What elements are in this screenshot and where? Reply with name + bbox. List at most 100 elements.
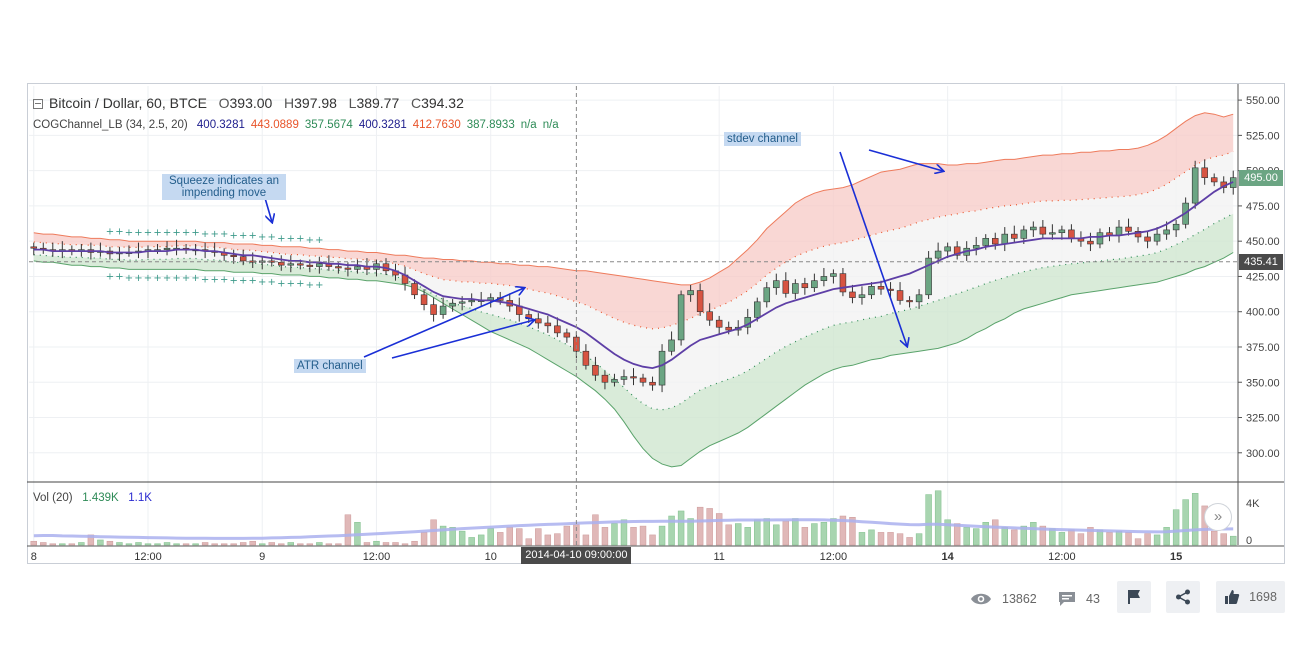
volume-bar: [439, 525, 447, 546]
volume-bar: [906, 537, 913, 546]
comments-stat[interactable]: 43: [1058, 586, 1100, 612]
candle-body: [820, 276, 828, 281]
volume-ma-line: [33, 518, 1234, 540]
price-tick-label: 525.00: [1246, 130, 1280, 142]
volume-bar: [430, 519, 437, 546]
candle-body: [335, 266, 342, 269]
volume-bar: [915, 533, 923, 546]
high-label: H: [284, 95, 295, 111]
report-button[interactable]: [1117, 581, 1151, 613]
indicator-value: 387.8933: [466, 119, 515, 131]
candle-body: [592, 365, 599, 376]
annotation-arrow: [363, 288, 524, 358]
annotation-stdev[interactable]: stdev channel: [724, 132, 801, 146]
share-button[interactable]: [1166, 581, 1200, 613]
volume-bar: [982, 522, 989, 546]
annotation-squeeze[interactable]: Squeeze indicates an impending move: [162, 174, 286, 200]
volume-bar: [1106, 532, 1113, 546]
squeeze-marker: +: [287, 279, 295, 290]
candle-body: [754, 301, 761, 318]
indicator-legend[interactable]: COGChannel_LB (34, 2.5, 20) 400.3281 443.…: [33, 119, 565, 131]
candle-body: [773, 280, 780, 289]
candle-body: [696, 290, 704, 313]
squeeze-marker: +: [315, 280, 323, 291]
volume-bar: [125, 543, 133, 546]
candle-body: [915, 294, 923, 303]
candle-body: [877, 286, 885, 290]
volume-bar: [535, 528, 542, 546]
volume-bar: [744, 527, 751, 546]
likes-count: 1698: [1249, 590, 1277, 604]
candle-body: [982, 238, 989, 246]
close-label: C: [410, 95, 422, 111]
candle-body: [658, 350, 666, 386]
volume-bar: [973, 528, 980, 546]
price-tick-label: 325.00: [1246, 413, 1280, 425]
volume-bar: [287, 542, 294, 546]
candle-body: [430, 304, 437, 315]
candle-body: [344, 267, 352, 270]
eye-icon: [971, 593, 991, 605]
volume-bar: [1058, 532, 1066, 546]
volume-bar: [811, 523, 818, 546]
volume-bar: [78, 542, 85, 546]
like-button[interactable]: 1698: [1216, 581, 1285, 613]
volume-bar: [297, 543, 304, 546]
volume-bar: [1020, 525, 1028, 546]
volume-bar: [49, 543, 57, 546]
price-tick-label: 450.00: [1246, 236, 1280, 248]
candle-body: [934, 250, 942, 259]
annotation-arrow: [391, 320, 534, 359]
volume-bar: [1030, 522, 1037, 546]
candle-body: [287, 263, 295, 266]
candle-body: [687, 290, 694, 296]
volume-bar: [830, 518, 837, 546]
volume-bar: [620, 519, 628, 546]
volume-legend[interactable]: Vol (20) 1.439K 1.1K: [33, 492, 152, 504]
volume-bar: [516, 528, 523, 546]
price-tick-label: 400.00: [1246, 307, 1280, 319]
collapse-icon[interactable]: [33, 99, 43, 109]
volume-bar: [1115, 530, 1123, 546]
candle-body: [582, 350, 590, 366]
squeeze-marker: +: [191, 228, 199, 239]
lower-channel-fill: [33, 213, 1234, 467]
squeeze-marker: +: [229, 276, 237, 287]
time-tick-label: 12:00: [820, 551, 848, 563]
price-tick-label: 475.00: [1246, 201, 1280, 213]
time-tick-label: 8: [31, 551, 37, 563]
squeeze-marker: +: [258, 232, 266, 243]
volume-bar: [1049, 528, 1056, 546]
candle-body: [639, 377, 647, 383]
time-tick-label: 9: [259, 551, 265, 563]
volume-bar: [696, 506, 704, 546]
candle-body: [1030, 226, 1037, 231]
candle-body: [1153, 233, 1161, 242]
scroll-to-realtime-button[interactable]: »: [1204, 503, 1232, 531]
candle-body: [449, 302, 456, 307]
volume-bar: [1163, 527, 1170, 546]
volume-bar: [963, 527, 970, 546]
inner-channel-fill: [33, 151, 1234, 410]
volume-tick-label: 4K: [1246, 498, 1260, 510]
lower-band-line: [33, 252, 1234, 468]
volume-bar: [782, 520, 790, 546]
volume-bar: [687, 518, 694, 546]
squeeze-marker: +: [306, 235, 314, 246]
candle-body: [972, 245, 980, 249]
annotation-atr[interactable]: ATR channel: [294, 359, 366, 373]
squeeze-marker: +: [249, 231, 257, 242]
time-tick-label: 12:00: [1048, 551, 1076, 563]
volume-bar: [40, 542, 47, 546]
volume-bar: [582, 534, 590, 546]
squeeze-marker: +: [163, 228, 171, 239]
candle-body: [1049, 232, 1056, 235]
price-tick-label: 375.00: [1246, 342, 1280, 354]
squeeze-marker: +: [182, 273, 190, 284]
candle-body: [1163, 229, 1170, 235]
squeeze-marker: +: [153, 228, 161, 239]
volume-bar: [192, 543, 199, 546]
overlays: [29, 86, 1238, 545]
candle-body: [1144, 236, 1151, 242]
